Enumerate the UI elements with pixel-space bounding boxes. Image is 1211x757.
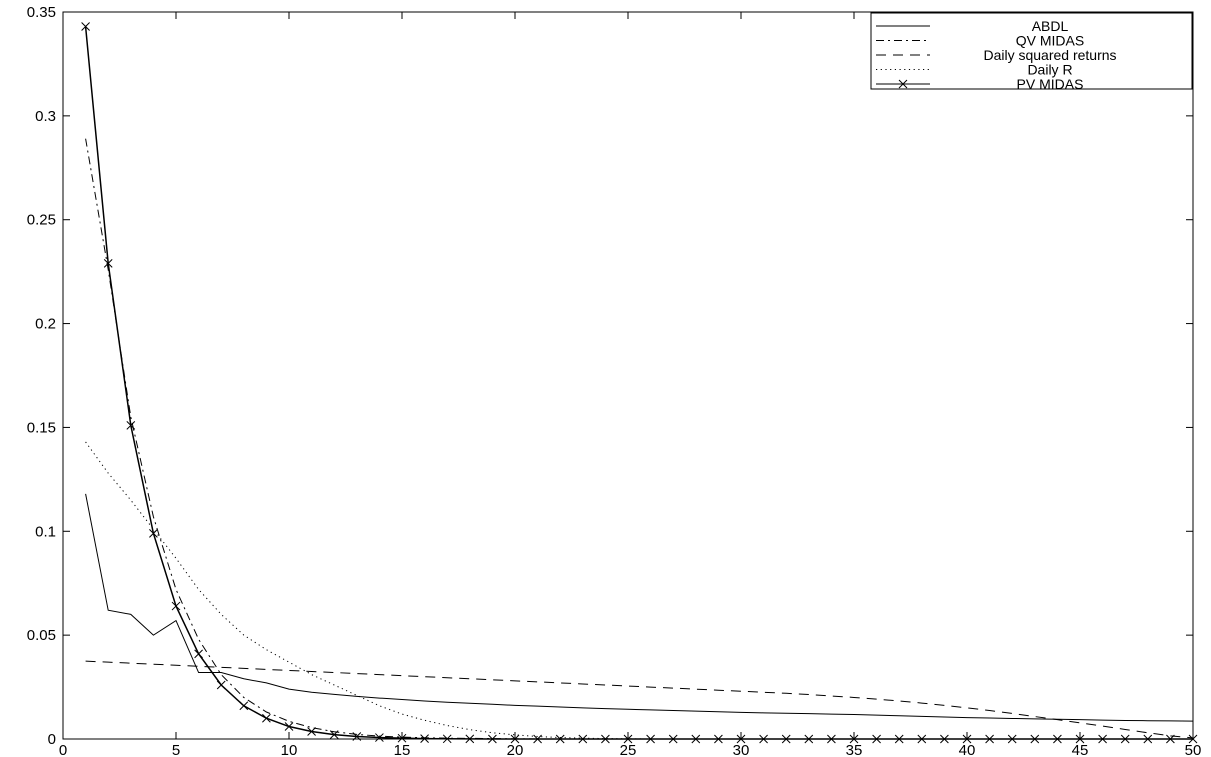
point-marker xyxy=(1143,734,1153,744)
x-tick-label: 35 xyxy=(846,742,863,757)
y-tick-label: 0.15 xyxy=(27,419,56,436)
point-marker xyxy=(194,649,203,659)
point-marker xyxy=(578,734,588,744)
point-marker xyxy=(81,22,90,31)
legend-label: ABDL xyxy=(1032,18,1069,34)
point-marker xyxy=(329,730,339,739)
point-marker xyxy=(781,734,791,744)
legend-label: PV MIDAS xyxy=(1017,76,1084,92)
legend-label: Daily squared returns xyxy=(983,47,1116,63)
point-marker xyxy=(691,734,701,744)
x-tick-label: 40 xyxy=(959,742,976,757)
point-marker xyxy=(962,734,972,744)
point-marker xyxy=(1007,734,1017,744)
point-marker xyxy=(601,734,610,744)
x-tick-label: 15 xyxy=(394,742,411,757)
point-marker xyxy=(894,734,904,744)
point-marker xyxy=(1053,734,1062,744)
point-marker xyxy=(1166,734,1175,744)
point-marker xyxy=(849,734,859,744)
point-marker xyxy=(420,734,429,743)
y-tick-label: 0 xyxy=(48,731,56,748)
series-line-daily-r xyxy=(85,441,1193,740)
point-marker xyxy=(1188,734,1198,744)
point-marker xyxy=(1030,734,1040,744)
point-marker xyxy=(284,722,294,731)
point-marker xyxy=(555,734,565,744)
point-marker xyxy=(103,258,113,268)
point-marker xyxy=(985,734,994,744)
point-marker xyxy=(940,734,949,744)
point-marker xyxy=(1098,734,1107,744)
y-tick-label: 0.1 xyxy=(35,523,56,540)
point-marker xyxy=(510,734,520,744)
series-line-abdl xyxy=(85,493,1194,722)
x-tick-label: 25 xyxy=(620,742,637,757)
x-tick-label: 20 xyxy=(507,742,524,757)
series-line-pv-midas xyxy=(84,26,1193,740)
legend-label: QV MIDAS xyxy=(1016,33,1084,49)
x-tick-label: 30 xyxy=(733,742,750,757)
point-marker xyxy=(1075,734,1085,744)
point-marker xyxy=(488,734,497,744)
y-tick-label: 0.2 xyxy=(35,316,56,333)
point-marker xyxy=(397,733,407,743)
series-line-daily-squared-returns xyxy=(85,660,1194,739)
point-marker xyxy=(1120,734,1130,744)
point-marker xyxy=(126,420,136,430)
series-line-qv-midas xyxy=(85,138,1193,740)
point-marker xyxy=(352,732,362,741)
point-marker xyxy=(646,734,655,744)
y-tick-label: 0.35 xyxy=(27,4,56,21)
x-tick-label: 5 xyxy=(172,742,180,757)
point-marker xyxy=(216,680,226,690)
point-marker xyxy=(171,601,181,611)
point-marker xyxy=(668,734,678,744)
point-marker xyxy=(149,529,158,538)
point-marker xyxy=(465,734,475,744)
legend-label: Daily R xyxy=(1027,62,1072,78)
legend-marker xyxy=(898,79,908,89)
point-marker xyxy=(307,727,316,736)
y-tick-label: 0.3 xyxy=(35,108,56,125)
y-tick-label: 0.05 xyxy=(27,627,56,644)
y-tick-label: 0.25 xyxy=(27,212,56,229)
point-marker xyxy=(623,734,633,744)
point-marker xyxy=(375,733,384,742)
point-marker xyxy=(804,734,814,744)
point-marker xyxy=(736,734,746,744)
point-marker xyxy=(827,734,836,744)
point-marker xyxy=(533,734,542,744)
point-marker xyxy=(442,734,452,744)
x-tick-label: 45 xyxy=(1072,742,1089,757)
point-marker xyxy=(714,734,723,744)
point-marker xyxy=(872,734,881,744)
point-marker xyxy=(262,713,271,723)
x-tick-label: 10 xyxy=(281,742,298,757)
point-marker xyxy=(759,734,768,744)
point-marker xyxy=(917,734,927,744)
x-tick-label: 0 xyxy=(59,742,67,757)
x-tick-label: 50 xyxy=(1185,742,1202,757)
point-marker xyxy=(239,701,249,711)
series-lines xyxy=(81,22,1198,744)
axis-ticks: 0 5 10 15 20 25 30 35 40 45 50 0 0.05 0.1 0.15 0.2 0.25 0… xyxy=(27,4,1202,757)
plot-area xyxy=(62,11,1194,740)
